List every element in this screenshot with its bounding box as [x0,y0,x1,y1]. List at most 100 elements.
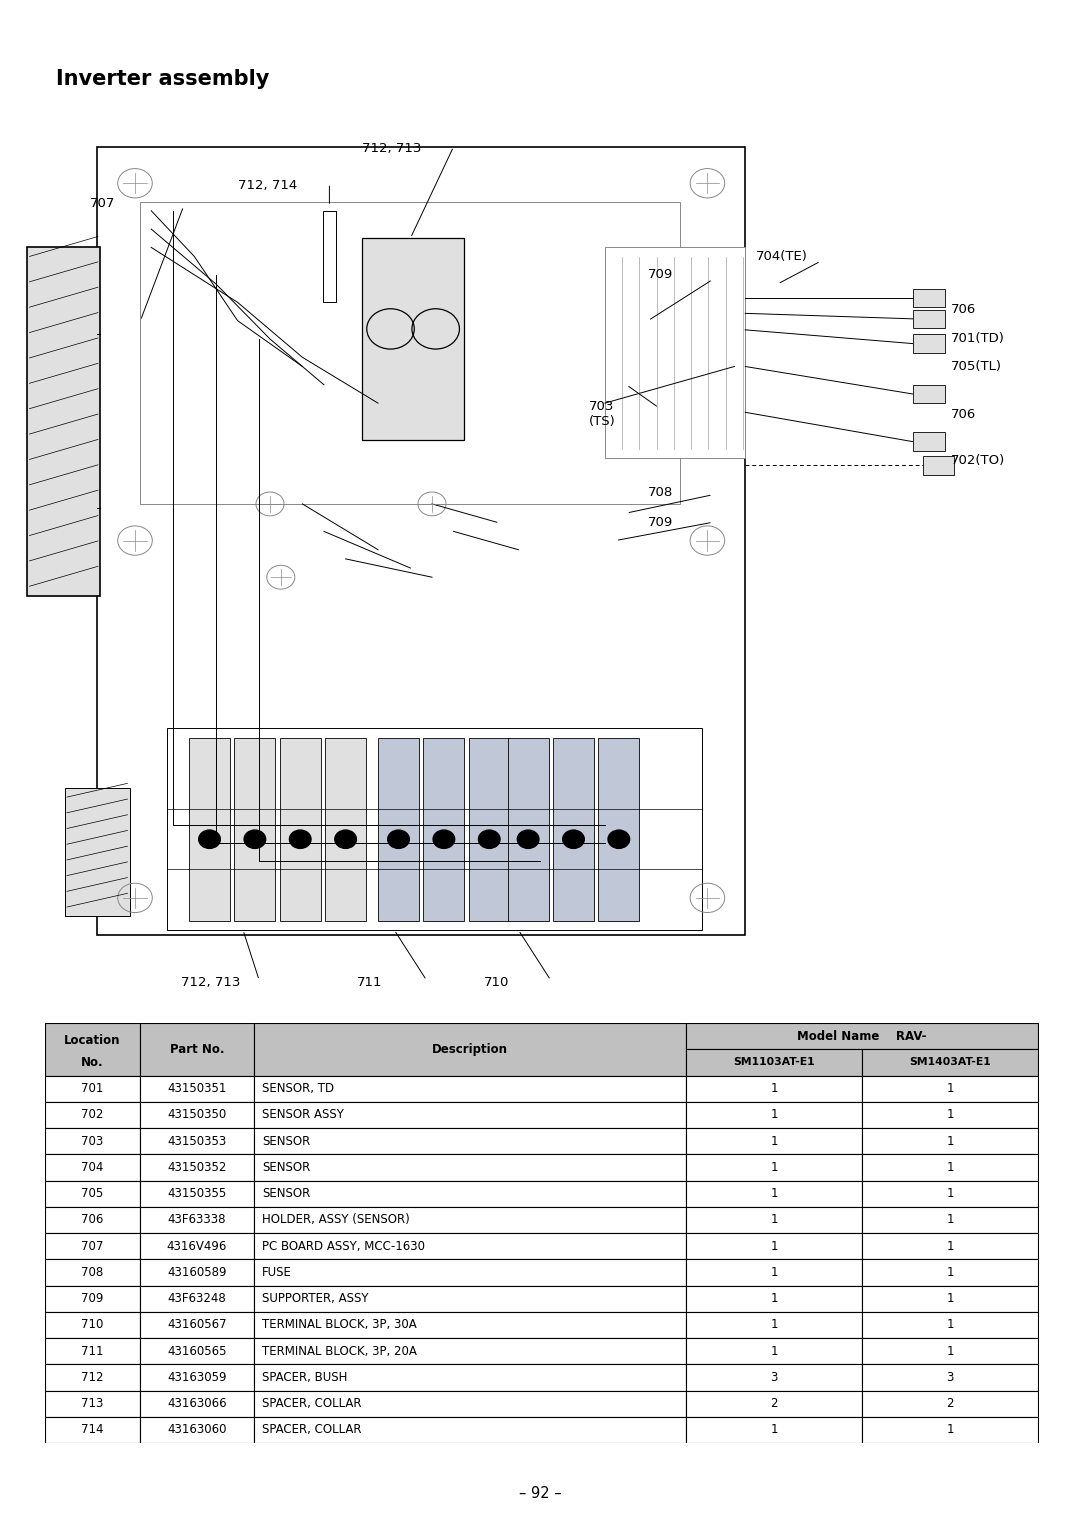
FancyBboxPatch shape [254,1075,686,1102]
Text: 712, 713: 712, 713 [362,142,421,154]
Text: 712, 714: 712, 714 [238,179,297,191]
Text: 1: 1 [770,1214,778,1226]
FancyBboxPatch shape [139,1260,254,1286]
Text: 709: 709 [648,269,673,281]
FancyBboxPatch shape [254,1312,686,1338]
FancyBboxPatch shape [139,1102,254,1128]
FancyBboxPatch shape [862,1417,1038,1443]
FancyBboxPatch shape [862,1049,1038,1075]
Text: 4316V496: 4316V496 [166,1240,227,1252]
FancyBboxPatch shape [167,728,702,930]
FancyBboxPatch shape [254,1417,686,1443]
Text: 703
(TS): 703 (TS) [589,400,616,428]
FancyBboxPatch shape [913,289,945,307]
FancyBboxPatch shape [140,202,680,504]
Text: 1: 1 [946,1345,954,1358]
FancyBboxPatch shape [862,1364,1038,1391]
Text: TERMINAL BLOCK, 3P, 30A: TERMINAL BLOCK, 3P, 30A [262,1318,417,1332]
FancyBboxPatch shape [97,147,745,935]
FancyBboxPatch shape [139,1417,254,1443]
Circle shape [563,831,584,849]
Text: 707: 707 [81,1240,104,1252]
FancyBboxPatch shape [139,1023,254,1075]
Text: 712, 713: 712, 713 [181,976,241,988]
Text: SPACER, BUSH: SPACER, BUSH [262,1371,348,1383]
FancyBboxPatch shape [139,1391,254,1417]
Circle shape [478,831,500,849]
Text: 1: 1 [946,1109,954,1121]
Circle shape [199,831,220,849]
Text: 711: 711 [356,976,382,988]
FancyBboxPatch shape [254,1364,686,1391]
Text: 43163060: 43163060 [167,1423,227,1437]
FancyBboxPatch shape [45,1234,139,1260]
Text: 701(TD): 701(TD) [950,333,1004,345]
Text: 707: 707 [90,197,114,209]
Text: 1: 1 [946,1186,954,1200]
Circle shape [517,831,539,849]
FancyBboxPatch shape [913,334,945,353]
FancyBboxPatch shape [45,1338,139,1364]
Text: SENSOR: SENSOR [262,1186,310,1200]
FancyBboxPatch shape [254,1391,686,1417]
FancyBboxPatch shape [325,738,366,921]
Text: PC BOARD ASSY, MCC-1630: PC BOARD ASSY, MCC-1630 [262,1240,424,1252]
Text: 1: 1 [946,1214,954,1226]
Text: SENSOR: SENSOR [262,1161,310,1174]
Text: 1: 1 [770,1161,778,1174]
FancyBboxPatch shape [139,1364,254,1391]
Text: SENSOR ASSY: SENSOR ASSY [262,1109,343,1121]
Text: 2: 2 [770,1397,778,1409]
Text: 43F63338: 43F63338 [167,1214,226,1226]
FancyBboxPatch shape [686,1102,862,1128]
FancyBboxPatch shape [862,1260,1038,1286]
FancyBboxPatch shape [65,788,130,916]
FancyBboxPatch shape [323,211,336,302]
Text: SENSOR, TD: SENSOR, TD [262,1083,334,1095]
FancyBboxPatch shape [280,738,321,921]
FancyBboxPatch shape [862,1338,1038,1364]
Text: SPACER, COLLAR: SPACER, COLLAR [262,1397,362,1409]
Text: 1: 1 [770,1318,778,1332]
Text: Model Name    RAV-: Model Name RAV- [797,1029,927,1043]
Text: 1: 1 [946,1292,954,1306]
Text: 713: 713 [81,1397,104,1409]
FancyBboxPatch shape [27,247,100,596]
Text: 711: 711 [81,1345,104,1358]
Text: 43160567: 43160567 [167,1318,227,1332]
FancyBboxPatch shape [378,738,419,921]
Text: 708: 708 [648,487,673,499]
Text: TERMINAL BLOCK, 3P, 20A: TERMINAL BLOCK, 3P, 20A [262,1345,417,1358]
Text: HOLDER, ASSY (SENSOR): HOLDER, ASSY (SENSOR) [262,1214,409,1226]
FancyBboxPatch shape [234,738,275,921]
Text: Description: Description [432,1043,508,1055]
FancyBboxPatch shape [254,1286,686,1312]
Text: 1: 1 [770,1292,778,1306]
Text: 1: 1 [946,1240,954,1252]
Text: 1: 1 [946,1135,954,1148]
Text: 43150352: 43150352 [167,1161,227,1174]
Text: 710: 710 [484,976,509,988]
Text: 706: 706 [81,1214,104,1226]
Text: Location: Location [65,1034,121,1046]
FancyBboxPatch shape [45,1206,139,1234]
Text: No.: No. [81,1057,104,1069]
Text: Inverter assembly: Inverter assembly [56,69,270,89]
FancyBboxPatch shape [254,1128,686,1154]
FancyBboxPatch shape [45,1312,139,1338]
FancyBboxPatch shape [508,738,549,921]
FancyBboxPatch shape [139,1075,254,1102]
Text: 705: 705 [81,1186,104,1200]
FancyBboxPatch shape [254,1023,686,1075]
FancyBboxPatch shape [45,1391,139,1417]
FancyBboxPatch shape [139,1206,254,1234]
Text: SM1403AT-E1: SM1403AT-E1 [909,1058,991,1067]
FancyBboxPatch shape [139,1312,254,1338]
Text: 1: 1 [946,1423,954,1437]
Text: 1: 1 [770,1266,778,1280]
FancyBboxPatch shape [254,1206,686,1234]
FancyBboxPatch shape [139,1154,254,1180]
FancyBboxPatch shape [686,1391,862,1417]
FancyBboxPatch shape [686,1023,1038,1049]
FancyBboxPatch shape [139,1286,254,1312]
